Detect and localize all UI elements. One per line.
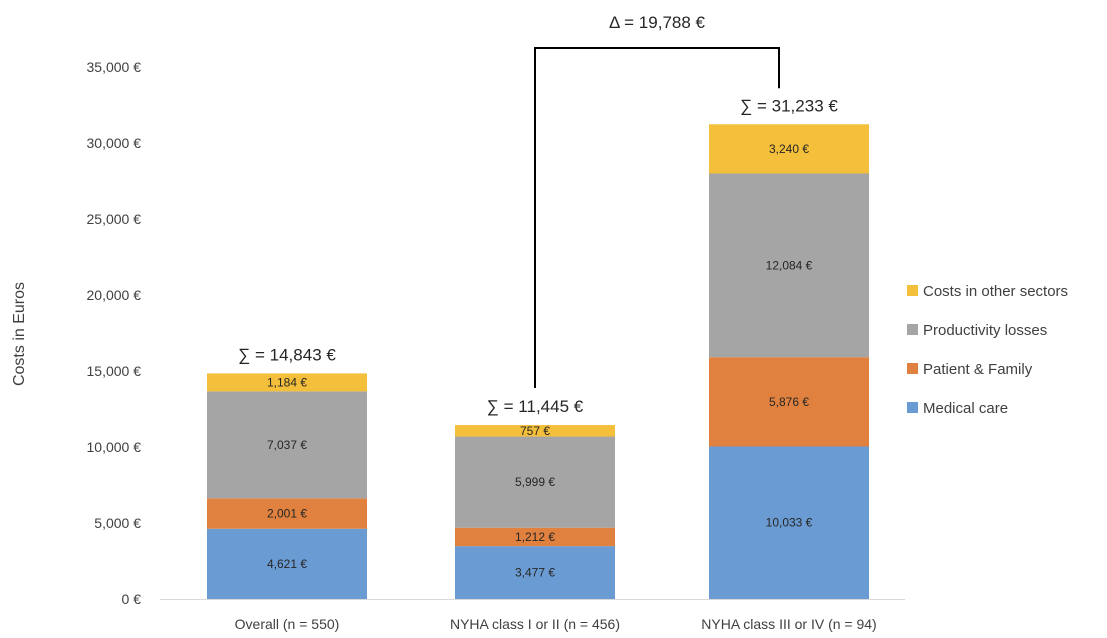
data-label: 10,033 € [766, 516, 813, 530]
x-tick-label: NYHA class III or IV (n = 94) [701, 616, 876, 632]
data-label: 2,001 € [267, 507, 307, 521]
y-axis-label: Costs in Euros [11, 282, 28, 386]
data-label: 7,037 € [267, 438, 307, 452]
data-label: 5,876 € [769, 395, 809, 409]
x-tick-label: Overall (n = 550) [235, 616, 340, 632]
bar-segment [455, 546, 615, 599]
bar-segment [207, 373, 367, 392]
legend-swatch [907, 402, 918, 413]
data-label: 1,212 € [515, 530, 555, 544]
bar-segment [455, 436, 615, 528]
bar-segment [455, 527, 615, 547]
y-tick-label: 20,000 € [87, 287, 142, 303]
legend-label: Productivity losses [923, 322, 1047, 339]
x-tick-label: NYHA class I or II (n = 456) [450, 616, 620, 632]
legend-swatch [907, 285, 918, 296]
legend-label: Costs in other sectors [923, 283, 1068, 300]
delta-label: Δ = 19,788 € [609, 13, 706, 32]
y-tick-label: 10,000 € [87, 439, 142, 455]
bar-segment [709, 173, 869, 358]
bar-segment [709, 357, 869, 447]
total-label: ∑ = 31,233 € [740, 96, 838, 115]
delta-bracket [534, 47, 780, 389]
bar-segment [455, 425, 615, 437]
legend-label: Patient & Family [923, 361, 1033, 378]
data-label: 12,084 € [766, 258, 813, 272]
legend-swatch [907, 363, 918, 374]
data-label: 3,240 € [769, 142, 809, 156]
data-label: 3,477 € [515, 566, 555, 580]
bar-segment [207, 391, 367, 499]
bar-segment [207, 498, 367, 529]
y-tick-label: 30,000 € [87, 135, 142, 151]
data-label: 4,621 € [267, 557, 307, 571]
legend-label: Medical care [923, 400, 1008, 417]
bar-segment [709, 124, 869, 174]
data-label: 1,184 € [267, 375, 307, 389]
y-tick-label: 0 € [122, 591, 142, 607]
bar-segment [709, 446, 869, 599]
data-label: 5,999 € [515, 475, 555, 489]
total-label: ∑ = 14,843 € [238, 345, 336, 364]
y-tick-label: 15,000 € [87, 363, 142, 379]
data-label: 757 € [520, 424, 550, 438]
legend-swatch [907, 324, 918, 335]
bar-segment [207, 528, 367, 599]
total-label: ∑ = 11,445 € [487, 397, 584, 416]
y-tick-label: 25,000 € [87, 211, 142, 227]
y-tick-label: 35,000 € [87, 59, 142, 75]
y-tick-label: 5,000 € [94, 515, 141, 531]
